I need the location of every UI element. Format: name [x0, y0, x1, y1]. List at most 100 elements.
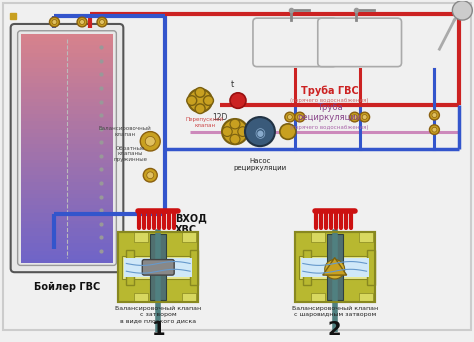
Bar [301, 258, 369, 277]
Bar [21, 102, 113, 107]
Text: Труба
рециркуляции: Труба рециркуляции [298, 103, 362, 122]
Polygon shape [323, 258, 346, 275]
FancyBboxPatch shape [142, 260, 174, 275]
Text: (горячего водоснабжения): (горячего водоснабжения) [291, 98, 369, 104]
Bar [21, 125, 113, 130]
Bar [21, 141, 113, 145]
FancyBboxPatch shape [182, 233, 196, 242]
Text: Балансировочный клапан
с затвором
в виде плоского диска: Балансировочный клапан с затвором в виде… [115, 306, 201, 323]
Bar [21, 152, 113, 156]
FancyBboxPatch shape [359, 233, 373, 242]
Bar [21, 76, 113, 80]
Bar [21, 209, 113, 213]
Circle shape [432, 127, 437, 132]
Bar [21, 118, 113, 122]
Bar [21, 64, 113, 68]
Bar [21, 49, 113, 53]
Bar [21, 106, 113, 110]
Circle shape [145, 136, 155, 146]
Circle shape [432, 113, 437, 118]
Circle shape [143, 169, 157, 182]
Bar [21, 163, 113, 168]
Bar [21, 79, 113, 84]
Circle shape [287, 115, 292, 119]
Bar [21, 194, 113, 198]
Circle shape [203, 96, 213, 105]
FancyBboxPatch shape [295, 233, 374, 302]
FancyBboxPatch shape [127, 250, 134, 285]
Circle shape [97, 17, 107, 27]
FancyBboxPatch shape [122, 256, 194, 279]
Bar [21, 236, 113, 240]
Circle shape [245, 117, 275, 146]
Circle shape [325, 260, 345, 279]
Bar [21, 167, 113, 171]
Bar [21, 53, 113, 57]
Bar [21, 38, 113, 42]
Bar [21, 186, 113, 190]
Bar [21, 190, 113, 194]
Circle shape [238, 127, 248, 136]
Bar [21, 259, 113, 263]
Bar [21, 121, 113, 126]
Text: 12D: 12D [212, 113, 228, 121]
Bar [21, 213, 113, 217]
Text: Обратные
клапаны
пружинные: Обратные клапаны пружинные [113, 146, 147, 162]
Circle shape [362, 115, 367, 119]
Bar [21, 228, 113, 233]
Text: Насос
рециркуляции: Насос рециркуляции [233, 158, 286, 171]
Bar [21, 217, 113, 221]
Circle shape [195, 104, 205, 114]
Bar [21, 144, 113, 148]
Bar [21, 179, 113, 183]
Bar [21, 110, 113, 114]
Text: Балансировочный
клапан: Балансировочный клапан [99, 126, 152, 137]
Bar [21, 60, 113, 65]
Text: 2: 2 [328, 320, 342, 339]
Bar [21, 171, 113, 175]
Bar [21, 68, 113, 72]
Bar [21, 72, 113, 76]
FancyBboxPatch shape [318, 18, 401, 67]
Text: (горячего водоснабжения): (горячего водоснабжения) [291, 124, 369, 130]
FancyBboxPatch shape [118, 233, 198, 302]
Bar [21, 198, 113, 202]
FancyBboxPatch shape [299, 256, 371, 279]
FancyBboxPatch shape [311, 292, 325, 302]
Bar [21, 205, 113, 210]
Text: t: t [230, 80, 234, 89]
Bar [21, 159, 113, 164]
Circle shape [222, 119, 248, 144]
Circle shape [280, 124, 296, 139]
Bar [21, 83, 113, 88]
Bar [21, 34, 113, 38]
Circle shape [352, 115, 357, 119]
Circle shape [429, 125, 439, 134]
Circle shape [49, 17, 59, 27]
Bar [21, 251, 113, 255]
Bar [21, 255, 113, 259]
Bar [21, 133, 113, 137]
Bar [21, 175, 113, 179]
Bar [21, 87, 113, 91]
Text: Балансировочный клапан
с шаровидным затвором: Балансировочный клапан с шаровидным затв… [292, 306, 378, 317]
FancyBboxPatch shape [303, 250, 311, 285]
Text: Перепускной
клапан: Перепускной клапан [186, 117, 224, 128]
Circle shape [360, 112, 370, 122]
Bar [21, 247, 113, 252]
Circle shape [222, 127, 232, 136]
Text: Бойлер ГВС: Бойлер ГВС [34, 282, 100, 292]
FancyBboxPatch shape [253, 18, 337, 67]
Bar [21, 41, 113, 45]
Circle shape [187, 96, 197, 105]
FancyBboxPatch shape [190, 250, 198, 285]
Circle shape [100, 19, 104, 24]
Bar [21, 182, 113, 187]
Bar [21, 244, 113, 248]
Text: ВХОД
ХВС: ВХОД ХВС [175, 213, 207, 235]
Bar [21, 91, 113, 95]
Bar [21, 95, 113, 99]
Bar [21, 148, 113, 153]
Circle shape [195, 88, 205, 97]
FancyBboxPatch shape [134, 233, 148, 242]
